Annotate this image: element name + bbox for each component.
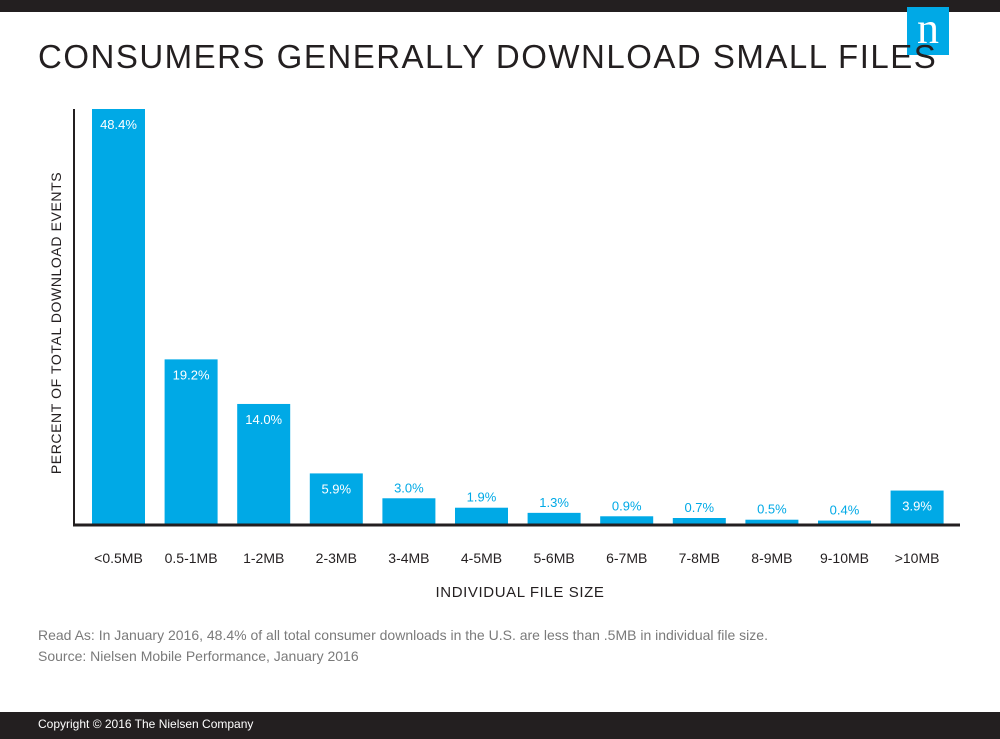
bar — [92, 109, 145, 524]
bar-value-label: 0.7% — [684, 500, 714, 515]
x-tick-label: 0.5-1MB — [165, 550, 218, 566]
bar — [527, 512, 581, 524]
bar — [672, 517, 726, 524]
nielsen-logo: n — [907, 7, 949, 55]
bar — [745, 519, 799, 524]
x-tick-label: 1-2MB — [243, 550, 284, 566]
bar-value-label: 1.9% — [467, 490, 497, 505]
x-tick-label: <0.5MB — [94, 550, 143, 566]
bar-value-label: 1.3% — [539, 495, 569, 510]
bar — [818, 520, 871, 524]
bar — [309, 473, 363, 524]
bar — [890, 490, 944, 524]
chart-title: CONSUMERS GENERALLY DOWNLOAD SMALL FILES — [38, 38, 938, 75]
bar-value-label: 0.9% — [612, 498, 642, 513]
bar-value-label: 3.9% — [902, 499, 932, 514]
read-as-note: Read As: In January 2016, 48.4% of all t… — [38, 627, 768, 643]
source-note: Source: Nielsen Mobile Performance, Janu… — [38, 648, 359, 664]
x-tick-label: 8-9MB — [751, 550, 792, 566]
x-tick-label: 5-6MB — [533, 550, 574, 566]
y-axis-label: PERCENT OF TOTAL DOWNLOAD EVENTS — [48, 171, 64, 475]
x-tick-label: 9-10MB — [820, 550, 869, 566]
bar — [382, 498, 436, 524]
x-tick-label: 2-3MB — [316, 550, 357, 566]
bar-value-label: 19.2% — [173, 367, 210, 382]
bar — [455, 507, 508, 524]
bar-chart: 48.4% <0.5MB 19.2% 0.5-1MB 14.0% 1-2MB 5.9% 2-3… — [73, 109, 960, 566]
x-axis-label: INDIVIDUAL FILE SIZE — [435, 584, 605, 601]
bar-value-label: 3.0% — [394, 480, 424, 495]
copyright-text: Copyright © 2016 The Nielsen Company — [38, 717, 254, 731]
bar-value-label: 0.5% — [757, 502, 787, 517]
bar-value-label: 0.4% — [830, 503, 860, 518]
bar — [164, 359, 218, 524]
x-tick-label: 3-4MB — [388, 550, 429, 566]
x-tick-label: 4-5MB — [461, 550, 502, 566]
footer-bar: Copyright © 2016 The Nielsen Company — [0, 712, 1000, 739]
bar — [237, 403, 291, 524]
bar-value-label: 48.4% — [100, 117, 137, 132]
x-tick-label: >10MB — [895, 550, 940, 566]
top-bar — [0, 0, 1000, 12]
bar — [600, 516, 654, 524]
bar-value-label: 14.0% — [245, 412, 282, 427]
x-tick-label: 6-7MB — [606, 550, 647, 566]
bar-value-label: 5.9% — [321, 481, 351, 496]
x-tick-label: 7-8MB — [679, 550, 720, 566]
